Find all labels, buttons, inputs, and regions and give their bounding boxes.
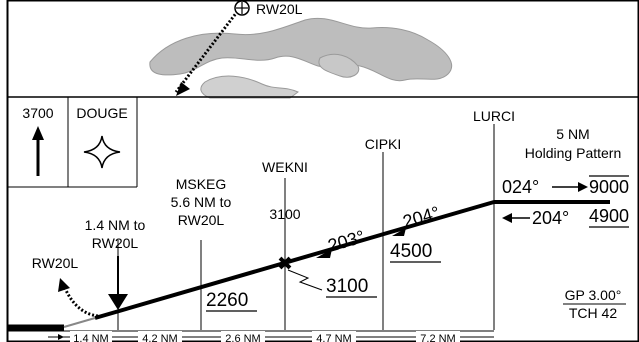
course-segment-b: 204°: [401, 202, 442, 231]
wekni-leader: [287, 269, 323, 291]
distance-arrowhead-0: [58, 334, 64, 340]
visual-segment: [63, 317, 96, 328]
holding-inbound-altitude: 9000: [589, 177, 629, 197]
up-arrow-icon: [32, 126, 44, 140]
cipki-min-altitude: 4500: [390, 241, 432, 262]
distance-strip: 1.4 NM 4.2 NM 2.6 NM 4.7 NM 7.2 NM: [48, 331, 494, 342]
holding-outbound-course: 204°: [532, 208, 569, 228]
mskeg-label-3: RW20L: [178, 212, 225, 228]
distance-label-0: 1.4 NM: [73, 333, 108, 342]
distance-label-bg-1: [138, 331, 182, 342]
mapt-label-1: 1.4 NM to: [85, 217, 146, 233]
profile-view: 3700 DOUGE LURCI CIPKI WEKNI MSKEG: [7, 97, 629, 342]
holding-outbound-altitude: 4900: [589, 206, 629, 226]
runway-label: RW20L: [32, 255, 79, 271]
wekni-fix-icon: [278, 256, 292, 270]
mskeg-min-altitude: 2260: [206, 290, 248, 311]
terrain-shading: [149, 17, 453, 82]
distance-label-4: 7.2 NM: [420, 333, 455, 342]
holding-line-1: 5 NM: [556, 126, 589, 142]
wekni-min-altitude: 3100: [326, 276, 368, 297]
altitude-box-value: 3700: [22, 105, 53, 121]
wekni-crossing-altitude: 3100: [269, 206, 300, 222]
holding-inbound-arrowhead: [578, 182, 588, 192]
lurci-label: LURCI: [473, 108, 515, 124]
descent-path: [94, 200, 495, 320]
fix-box-name: DOUGE: [76, 105, 127, 121]
holding-inbound-course: 024°: [502, 177, 539, 197]
wekni-label: WEKNI: [262, 159, 308, 175]
course-arrow-icon: [316, 249, 332, 258]
distance-label-2: 2.6 NM: [225, 333, 260, 342]
glidepath-angle: GP 3.00°: [565, 287, 622, 303]
mskeg-label-1: MSKEG: [176, 176, 227, 192]
distance-label-bg-2: [221, 331, 265, 342]
holding-line-2: Holding Pattern: [525, 145, 622, 161]
holding-outbound-arrowhead: [502, 213, 512, 223]
mapt-arrow-icon: [108, 294, 128, 310]
distance-label-bg-3: [312, 331, 356, 342]
course-arrowhead: [176, 82, 190, 96]
plan-runway-label: RW20L: [256, 1, 303, 17]
distance-label-3: 4.7 NM: [316, 333, 351, 342]
distance-label-1: 4.2 NM: [142, 333, 177, 342]
mskeg-label-2: 5.6 NM to: [171, 194, 232, 210]
plan-view: RW20L: [149, 0, 453, 99]
final-approach-dotted-course: [174, 7, 242, 93]
mapt-label-2: RW20L: [92, 235, 139, 251]
intersection-fix-icon: [83, 135, 121, 169]
threshold-crossing-height: TCH 42: [569, 305, 617, 321]
missed-approach-arrowhead: [58, 278, 70, 292]
distance-label-bg-0: [70, 331, 112, 342]
missed-approach-curve: [62, 285, 99, 318]
terrain-shading-2: [200, 75, 299, 99]
distance-label-bg-4: [416, 331, 460, 342]
course-segment-a: 203°: [326, 226, 367, 255]
course-arrow-icon-2: [392, 228, 406, 236]
cipki-label: CIPKI: [365, 136, 402, 152]
terrain-shading-3: [318, 53, 360, 78]
